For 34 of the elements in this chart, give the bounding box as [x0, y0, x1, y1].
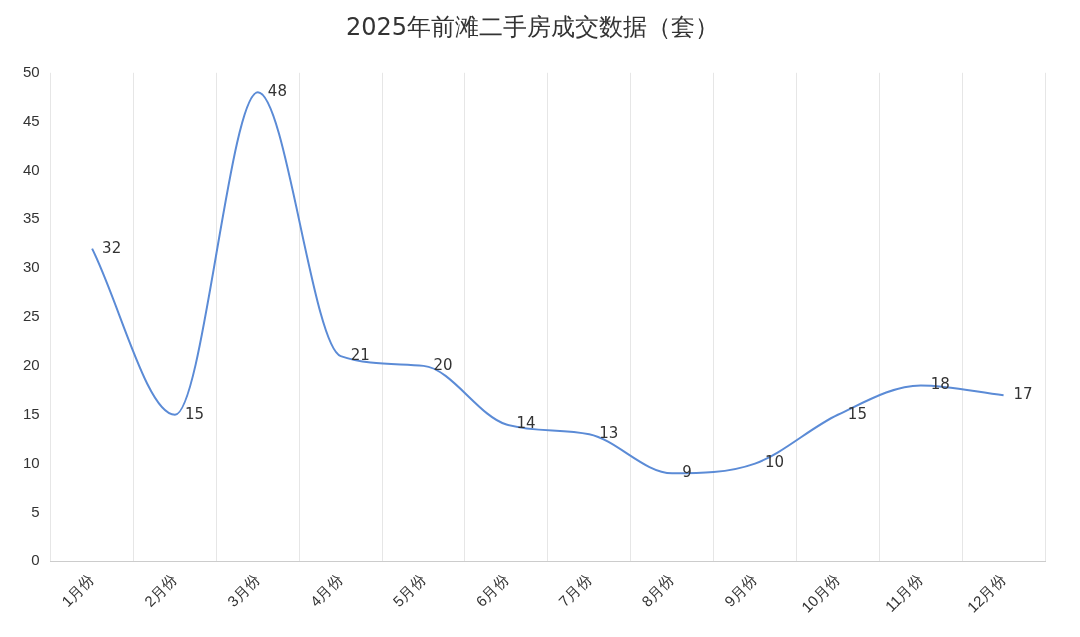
data-label: 20	[433, 355, 453, 374]
x-tick-label: 12月份	[963, 570, 1009, 616]
x-tick-label: 9月份	[720, 570, 761, 610]
x-tick-label: 8月份	[638, 570, 678, 610]
y-tick-label: 50	[23, 62, 40, 80]
data-label: 17	[1013, 385, 1033, 404]
y-tick-label: 45	[23, 111, 40, 129]
x-tick-label: 10月份	[797, 570, 843, 616]
x-tick-label: 11月份	[881, 570, 926, 615]
x-tick-label: 6月份	[472, 570, 512, 610]
y-tick-label: 15	[23, 404, 40, 422]
data-label: 48	[267, 82, 287, 101]
y-tick-label: 5	[31, 502, 40, 520]
y-tick-label: 25	[23, 307, 40, 325]
y-tick-label: 0	[31, 551, 40, 569]
x-tick-label: 1月份	[58, 570, 98, 610]
data-label: 21	[350, 346, 370, 364]
y-tick-label: 20	[23, 356, 40, 374]
data-label: 15	[184, 404, 205, 423]
data-label: 15	[847, 404, 867, 423]
x-tick-label: 2月份	[140, 570, 181, 610]
data-label: 10	[764, 453, 785, 472]
x-tick-label: 3月份	[223, 570, 263, 610]
x-tick-label: 4月份	[306, 570, 346, 610]
data-label: 32	[102, 238, 122, 257]
data-label: 13	[599, 424, 619, 443]
x-tick-label: 7月份	[555, 570, 595, 610]
x-tick-label: 5月份	[389, 570, 429, 610]
y-tick-label: 40	[23, 160, 40, 178]
y-tick-label: 30	[23, 258, 40, 276]
chart-title: 2025年前滩二手房成交数据（套）	[345, 12, 720, 41]
data-label: 14	[516, 414, 536, 433]
y-tick-label: 10	[23, 453, 40, 471]
y-tick-label: 35	[23, 209, 40, 227]
